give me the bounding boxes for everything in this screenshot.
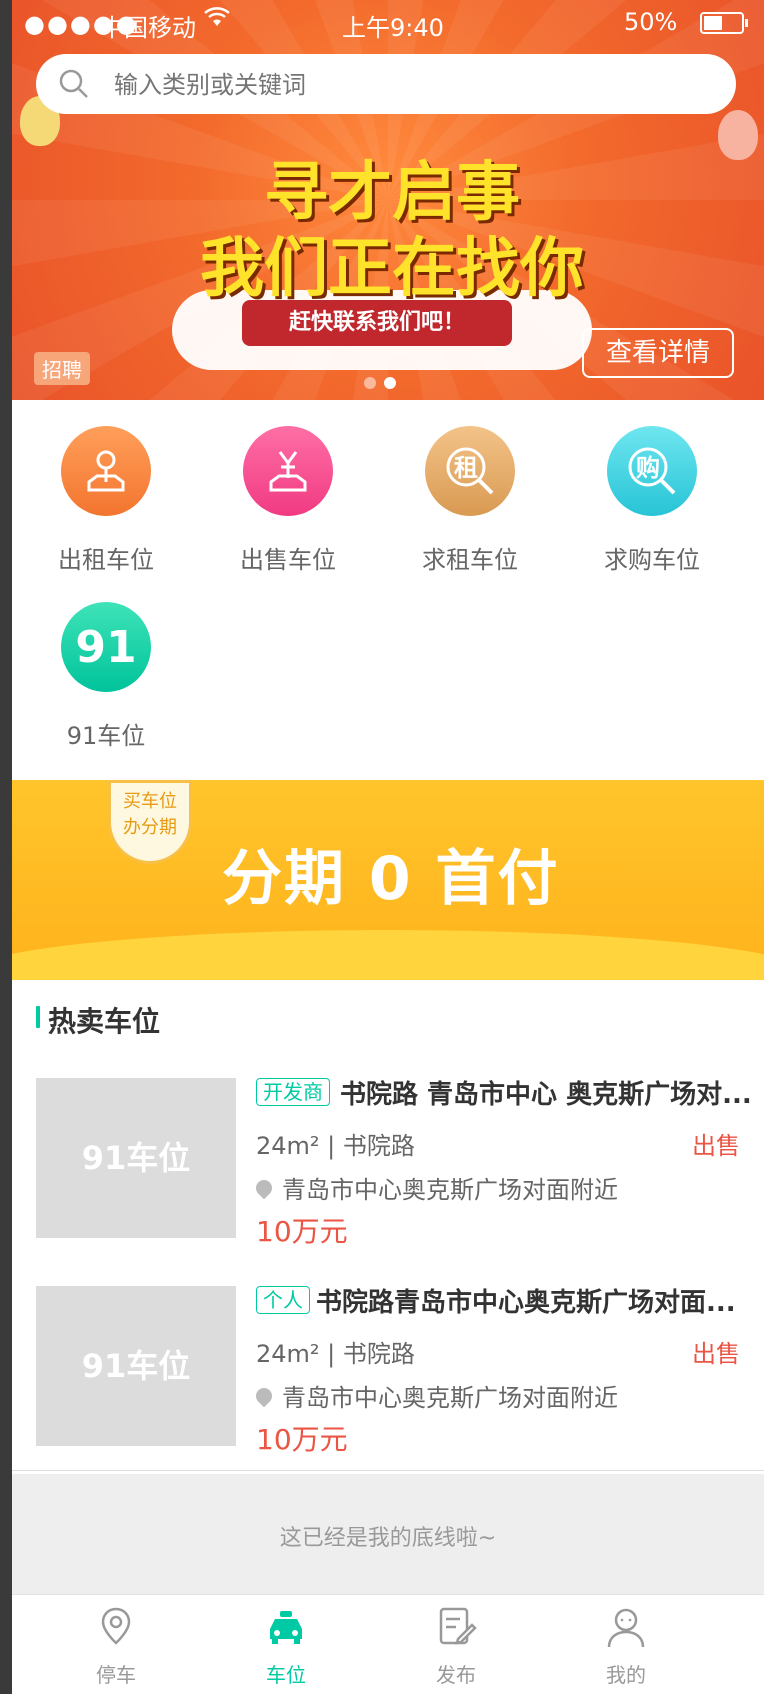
promo-badge: 买车位 办分期 [108, 780, 192, 864]
location-pin-icon [252, 1176, 276, 1200]
listing-address-text: 青岛市中心奥克斯广场对面附近 [282, 1176, 618, 1204]
section-title: 热卖车位 [48, 1005, 161, 1038]
listing-tag: 个人 [256, 1286, 310, 1314]
carousel-dot[interactable] [364, 377, 376, 389]
category-rent-out[interactable]: 出租车位 [26, 426, 186, 575]
listing-card[interactable]: 91车位 开发商 书院路 青岛市中心 奥克斯广场对... 24m² | 书院路 … [12, 1054, 764, 1263]
search-input[interactable] [112, 64, 716, 106]
user-icon [604, 1605, 648, 1649]
section-header: 热卖车位 [12, 980, 764, 1055]
category-grid: 出租车位 出售车位 租 求租车位 购 求购车位 91 91车位 [12, 400, 764, 780]
listing-type: 出售 [692, 1340, 740, 1368]
listing-title: 书院路 青岛市中心 奥克斯广场对... [340, 1080, 752, 1110]
rent-search-icon: 租 [425, 426, 515, 516]
listing-area-value: 24m² [256, 1340, 320, 1368]
promo-title: 分期 0 首付 [222, 844, 560, 914]
svg-text:购: 购 [636, 454, 660, 482]
buy-search-icon: 购 [607, 426, 697, 516]
yen-icon [243, 426, 333, 516]
banner-ribbon: 赶快联系我们吧！ [242, 300, 512, 346]
end-of-list: 这已经是我的底线啦~ [12, 1474, 764, 1594]
listing-district: 书院路 [342, 1132, 415, 1160]
location-pin-icon [252, 1384, 276, 1408]
listing-price: 10万元 [256, 1215, 348, 1248]
app-screen: ●●●●● 中国移动 上午9:40 50% 寻才启事 我们正在找你 赶快联系我们… [12, 0, 764, 1694]
promo-wave [12, 930, 764, 980]
category-label: 求租车位 [422, 546, 518, 574]
search-icon [58, 68, 90, 104]
tab-bar: 停车 车位 发布 我的 [12, 1594, 764, 1694]
headline-line2: 我们正在找你 [200, 232, 584, 306]
promo-badge-line2: 办分期 [123, 817, 177, 838]
tab-label: 我的 [606, 1663, 646, 1687]
listing-area: 24m² | 书院路 [256, 1132, 415, 1160]
tab-profile[interactable]: 我的 [532, 1605, 720, 1688]
section-accent-bar [36, 1006, 40, 1028]
category-91[interactable]: 91 91车位 [26, 602, 186, 751]
svg-text:租: 租 [454, 454, 478, 482]
listing-type: 出售 [692, 1132, 740, 1160]
carousel-indicator[interactable] [364, 374, 404, 393]
tab-spaces[interactable]: 车位 [192, 1605, 380, 1688]
hero-banner[interactable]: ●●●●● 中国移动 上午9:40 50% 寻才启事 我们正在找你 赶快联系我们… [12, 0, 764, 400]
tab-label: 停车 [96, 1663, 136, 1687]
listing-tag: 开发商 [256, 1078, 330, 1106]
listing-address: 青岛市中心奥克斯广场对面附近 [252, 1170, 618, 1205]
key-map-icon [61, 426, 151, 516]
status-bar: ●●●●● 中国移动 上午9:40 50% [12, 0, 764, 44]
search-bar[interactable] [36, 54, 736, 114]
carousel-dot-active[interactable] [384, 377, 396, 389]
listing-district: 书院路 [342, 1340, 415, 1368]
brand-91-icon: 91 [61, 602, 151, 692]
clock: 上午9:40 [342, 14, 444, 42]
balloon-right [718, 110, 758, 160]
end-of-list-text: 这已经是我的底线啦~ [279, 1526, 497, 1551]
listing-thumbnail: 91车位 [36, 1286, 236, 1446]
category-seek-rent[interactable]: 租 求租车位 [390, 426, 550, 575]
listing-address-text: 青岛市中心奥克斯广场对面附近 [282, 1384, 618, 1412]
listing-address: 青岛市中心奥克斯广场对面附近 [252, 1378, 618, 1413]
tab-label: 车位 [266, 1663, 306, 1687]
recruit-badge: 招聘 [34, 352, 90, 385]
listing-title: 书院路青岛市中心奥克斯广场对面... [316, 1288, 736, 1318]
wifi-icon [204, 6, 230, 34]
listing-area-value: 24m² [256, 1132, 320, 1160]
car-icon [264, 1605, 308, 1649]
installment-banner[interactable]: 买车位 办分期 分期 0 首付 [12, 780, 764, 980]
tab-publish[interactable]: 发布 [362, 1605, 550, 1688]
view-details-button[interactable]: 查看详情 [582, 328, 734, 378]
category-label: 出租车位 [58, 546, 154, 574]
tab-label: 发布 [436, 1663, 476, 1687]
listing-card[interactable]: 91车位 个人 书院路青岛市中心奥克斯广场对面... 24m² | 书院路 出售… [12, 1262, 764, 1471]
battery-percent: 50% [624, 8, 678, 36]
category-label: 出售车位 [240, 546, 336, 574]
category-label: 91车位 [66, 722, 146, 750]
edit-icon [434, 1605, 478, 1649]
category-sell[interactable]: 出售车位 [208, 426, 368, 575]
listing-thumbnail: 91车位 [36, 1078, 236, 1238]
map-pin-icon [94, 1605, 138, 1649]
category-seek-buy[interactable]: 购 求购车位 [572, 426, 732, 575]
promo-badge-line1: 买车位 [123, 791, 177, 812]
battery-icon [700, 12, 748, 34]
listing-area: 24m² | 书院路 [256, 1340, 415, 1368]
headline-line1: 寻才启事 [264, 156, 520, 230]
banner-headline: 寻才启事 我们正在找你 [192, 155, 592, 307]
tab-parking[interactable]: 停车 [22, 1605, 210, 1688]
listing-price: 10万元 [256, 1423, 348, 1456]
carrier-name: 中国移动 [100, 14, 196, 42]
category-label: 求购车位 [604, 546, 700, 574]
signal-icon: ●●●●● [24, 10, 139, 38]
